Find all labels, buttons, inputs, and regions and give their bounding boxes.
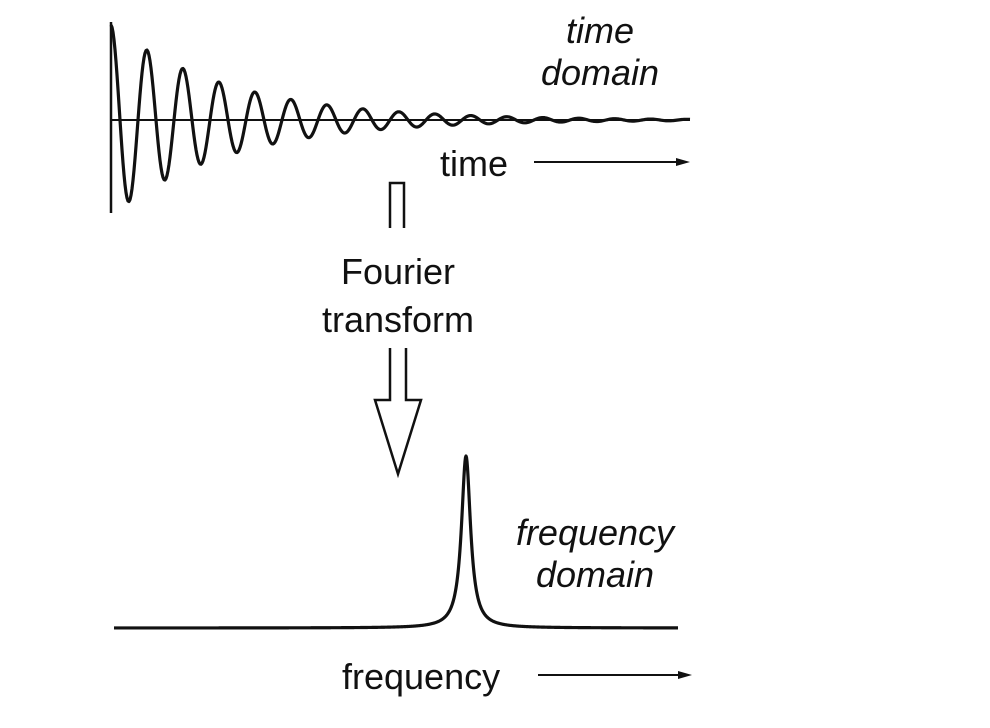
fid-decay-curve xyxy=(109,24,691,204)
time-domain-title-line1: time xyxy=(565,10,634,51)
spectrum-peak-curve xyxy=(112,454,680,630)
frequency-axis-label: frequency xyxy=(342,656,501,697)
fourier-transform-arrow xyxy=(373,181,423,479)
time-domain-title-line2: domain xyxy=(540,52,660,93)
fourier-transform-label: Fourier transform xyxy=(298,248,498,344)
fourier-transform-label-line2: transform xyxy=(321,299,475,340)
time-axis-arrow xyxy=(534,158,690,166)
frequency-domain-title: frequency domain xyxy=(500,512,690,596)
frequency-domain-title-line1: frequency xyxy=(515,512,675,553)
time-axis-label: time xyxy=(440,143,509,184)
frequency-axis-arrow xyxy=(538,671,692,679)
time-domain-title: time domain xyxy=(520,10,680,94)
frequency-domain-title-line2: domain xyxy=(535,554,655,595)
fourier-transform-label-line1: Fourier xyxy=(340,251,456,292)
